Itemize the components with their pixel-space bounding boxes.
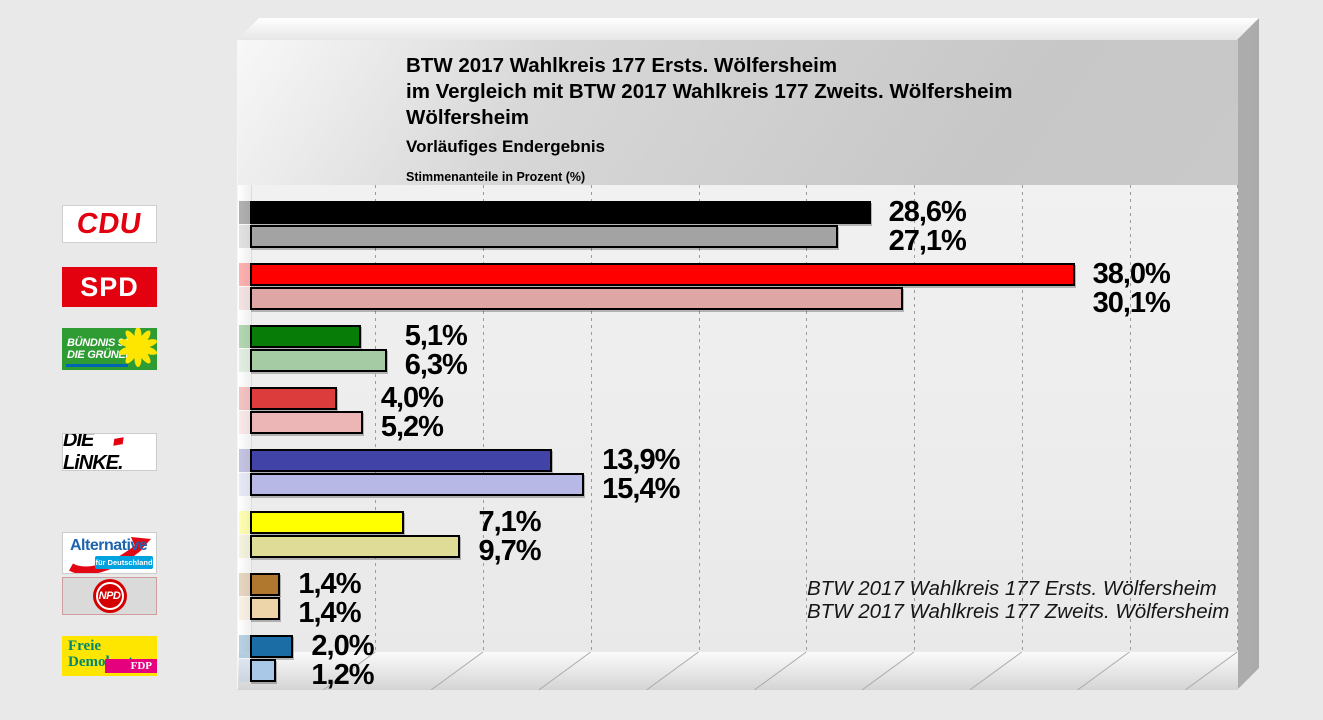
chart-title-line2: im Vergleich mit BTW 2017 Wahlkreis 177 … bbox=[406, 80, 1013, 103]
chart-floor bbox=[238, 652, 1238, 690]
cdu-logo-text: CDU bbox=[75, 207, 144, 240]
chart-front-face: BTW 2017 Wahlkreis 177 Ersts. Wölfershei… bbox=[237, 40, 1238, 690]
cdu-logo: CDU bbox=[62, 205, 157, 243]
afd-logo: Alternative für Deutschland bbox=[62, 532, 157, 574]
spd-logo-text: SPD bbox=[80, 271, 139, 302]
gruene-logo-blue-bar bbox=[66, 364, 128, 367]
chart-subtitle: Vorläufiges Endergebnis bbox=[406, 137, 606, 156]
axis-wall bbox=[238, 185, 252, 652]
gridline-35-percent bbox=[1021, 185, 1023, 652]
chart-right-bevel bbox=[1237, 18, 1259, 690]
gridline-5-percent bbox=[375, 185, 377, 652]
party-logo-column: CDU SPD BÜNDNIS 90 DIE GRÜNEN bbox=[0, 0, 1323, 676]
spd-logo: SPD bbox=[62, 267, 157, 307]
npd-logo-circle: NPD bbox=[92, 579, 127, 613]
npd-logo: NPD bbox=[62, 577, 157, 615]
plot-area bbox=[238, 185, 1238, 652]
floor-perspective-lines bbox=[322, 652, 1238, 690]
linke-logo-text: DIE LiNKE. bbox=[63, 433, 124, 471]
fdp-logo-badge: FDP bbox=[105, 659, 157, 673]
sunflower-icon bbox=[118, 328, 157, 367]
chart-title-line3: Wölfersheim bbox=[406, 106, 530, 129]
gridline-10-percent bbox=[483, 185, 484, 652]
afd-logo-subtext-box: für Deutschland bbox=[95, 556, 153, 569]
gridline-20-percent bbox=[698, 185, 700, 652]
chart-axis-caption: Stimmenanteile in Prozent (%) bbox=[406, 170, 586, 184]
chart-3d-slab: BTW 2017 Wahlkreis 177 Ersts. Wölfershei… bbox=[237, 18, 1259, 690]
gruene-logo-text: BÜNDNIS 90 DIE GRÜNEN bbox=[67, 337, 134, 361]
afd-logo-text: Alternative bbox=[70, 537, 148, 554]
chart-title-line1: BTW 2017 Wahlkreis 177 Ersts. Wölfershei… bbox=[406, 54, 838, 77]
chart-titles: BTW 2017 Wahlkreis 177 Ersts. Wölfershei… bbox=[406, 53, 1012, 185]
fdp-logo: Freie Demokraten FDP bbox=[62, 636, 157, 676]
gridline-45-percent bbox=[1237, 185, 1238, 652]
linke-logo: DIE LiNKE. bbox=[62, 433, 157, 471]
legend-series2-label: BTW 2017 Wahlkreis 177 Zweits. Wölfershe… bbox=[807, 600, 1230, 623]
npd-logo-text: NPD bbox=[98, 590, 121, 602]
legend-series1-label: BTW 2017 Wahlkreis 177 Ersts. Wölfershei… bbox=[807, 577, 1217, 600]
chart-title-block: BTW 2017 Wahlkreis 177 Ersts. Wölfershei… bbox=[238, 40, 1238, 185]
gridline-25-percent bbox=[806, 185, 808, 652]
legend: BTW 2017 Wahlkreis 177 Ersts. Wölfershei… bbox=[807, 577, 1229, 623]
gridline-30-percent bbox=[914, 185, 915, 652]
gridline-15-percent bbox=[590, 185, 592, 652]
chart-top-bevel bbox=[237, 18, 1259, 40]
gruene-logo: BÜNDNIS 90 DIE GRÜNEN bbox=[62, 328, 157, 370]
gridline-40-percent bbox=[1129, 185, 1131, 652]
